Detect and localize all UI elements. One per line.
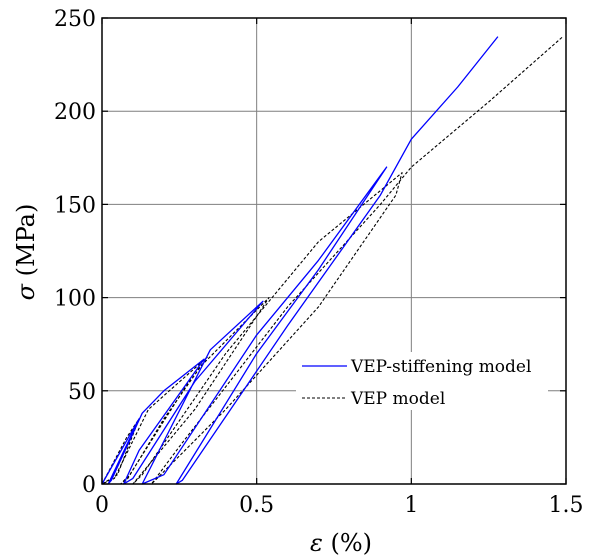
legend-box: [296, 352, 548, 410]
legend: VEP-stiffening model VEP model: [296, 352, 548, 410]
legend-label-vep-stiffening: VEP-stiffening model: [350, 357, 531, 377]
x-tick-label-2: 1: [404, 493, 418, 518]
x-tick-label-1: 0.5: [239, 493, 274, 518]
y-axis-label: σ (MPa): [12, 204, 40, 301]
y-tick-label-4: 200: [54, 100, 96, 125]
y-axis-unit: (MPa): [12, 204, 40, 284]
x-tick-label-3: 1.5: [549, 493, 584, 518]
y-tick-label-0: 0: [82, 473, 96, 498]
y-tick-label-1: 50: [68, 380, 96, 405]
series-line-0: [101, 36, 499, 485]
grid-lines: [102, 18, 566, 484]
legend-label-vep: VEP model: [350, 389, 445, 409]
y-tick-label-2: 100: [54, 287, 96, 312]
y-tick-label-3: 150: [54, 193, 96, 218]
x-axis-unit: (%): [323, 529, 372, 557]
series-layer: [101, 36, 564, 485]
tick-labels: 0 0.5 1 1.5 0 50 100 150 200 250: [54, 7, 584, 518]
x-tick-label-0: 0: [95, 493, 109, 518]
y-axis-symbol: σ: [12, 283, 40, 300]
plot-frame: [101, 17, 567, 485]
series-line-1: [101, 36, 564, 485]
tick-marks: [101, 17, 567, 485]
y-tick-label-5: 250: [54, 7, 96, 32]
x-axis-symbol: ε: [310, 529, 323, 557]
x-axis-label: ε (%): [310, 529, 372, 557]
